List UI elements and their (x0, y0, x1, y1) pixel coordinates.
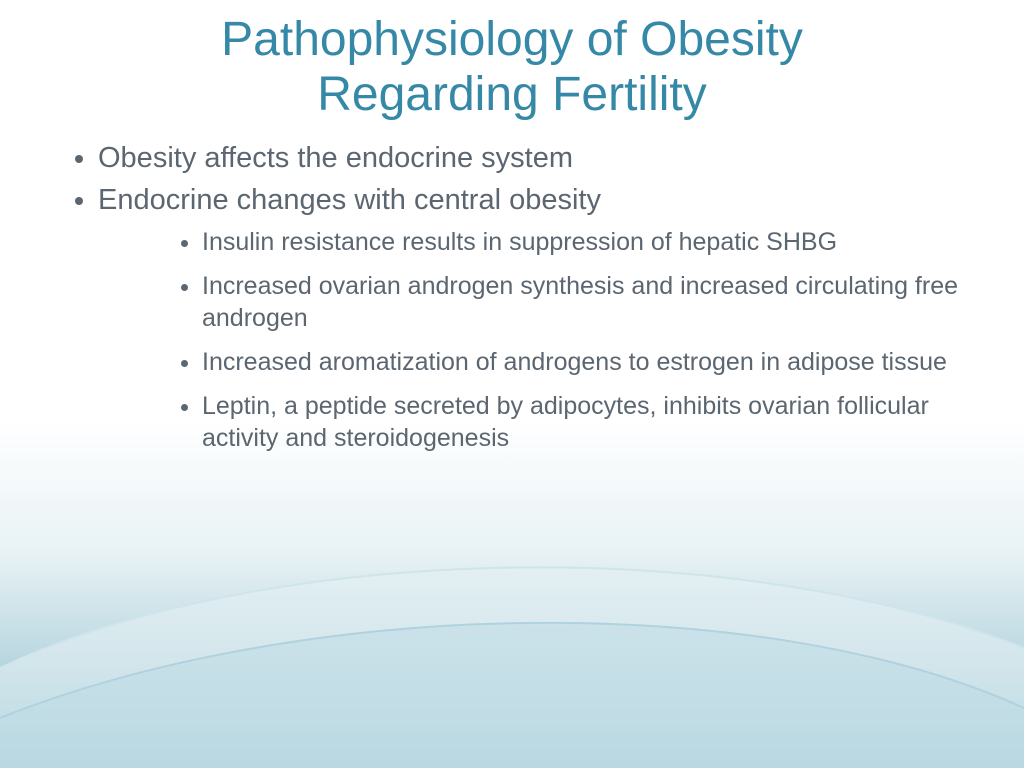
bullet-list: Obesity affects the endocrine system End… (40, 140, 984, 453)
slide-content: Pathophysiology of Obesity Regarding Fer… (0, 0, 1024, 454)
sub-bullet-text: Increased aromatization of androgens to … (202, 348, 947, 376)
sub-bullet-text: Insulin resistance results in suppressio… (202, 228, 837, 256)
slide-title: Pathophysiology of Obesity Regarding Fer… (40, 12, 984, 122)
bullet-text: Obesity affects the endocrine system (98, 142, 573, 174)
sub-bullet-item: Increased aromatization of androgens to … (202, 346, 984, 378)
bullet-item: Obesity affects the endocrine system (98, 140, 984, 178)
bullet-item: Endocrine changes with central obesity I… (98, 182, 984, 454)
sub-bullet-text: Leptin, a peptide secreted by adipocytes… (202, 392, 929, 452)
bullet-text: Endocrine changes with central obesity (98, 184, 601, 216)
sub-bullet-item: Increased ovarian androgen synthesis and… (202, 270, 984, 334)
title-line-2: Regarding Fertility (317, 68, 706, 121)
title-line-1: Pathophysiology of Obesity (221, 13, 803, 66)
sub-bullet-item: Leptin, a peptide secreted by adipocytes… (202, 390, 984, 454)
sub-bullet-list: Insulin resistance results in suppressio… (98, 226, 984, 454)
sub-bullet-text: Increased ovarian androgen synthesis and… (202, 272, 958, 332)
sub-bullet-item: Insulin resistance results in suppressio… (202, 226, 984, 258)
